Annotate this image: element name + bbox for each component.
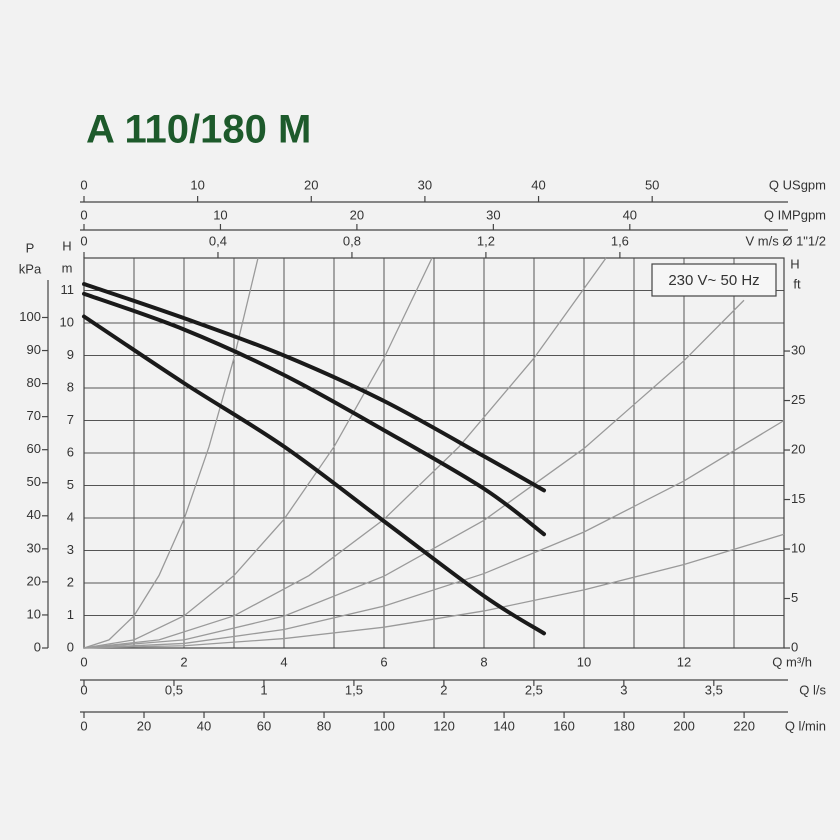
tick-label: 40 — [623, 207, 637, 222]
tick-label: 20 — [350, 207, 364, 222]
tick-label: 20 — [304, 177, 318, 192]
system-curve — [83, 419, 785, 649]
tick-label: 20 — [791, 441, 805, 456]
x-tick-label: 6 — [380, 654, 387, 669]
tick-label: 30 — [791, 342, 805, 357]
tick-label: 50 — [645, 177, 659, 192]
tick-label: 0 — [80, 207, 87, 222]
annotation: 230 V~ 50 Hz — [668, 272, 759, 289]
y-tick-label: 7 — [67, 412, 74, 427]
x-tick-label: 2 — [180, 654, 187, 669]
tick-label: 3 — [620, 682, 627, 697]
tick-label: 80 — [317, 718, 331, 733]
tick-label: 25 — [791, 392, 805, 407]
tick-label: 2 — [440, 682, 447, 697]
y-tick-label: 5 — [67, 477, 74, 492]
x-tick-label: 10 — [577, 654, 591, 669]
tick-label: 30 — [27, 540, 41, 555]
tick-label: 10 — [213, 207, 227, 222]
axis-symbol: H — [790, 256, 799, 271]
x-tick-label: 12 — [677, 654, 691, 669]
tick-label: 1 — [260, 682, 267, 697]
tick-label: 220 — [733, 718, 755, 733]
pump-curve — [82, 291, 546, 537]
tick-label: 20 — [27, 573, 41, 588]
system-curve — [83, 257, 259, 649]
y-tick-label: 6 — [67, 444, 74, 459]
tick-label: 2,5 — [525, 682, 543, 697]
y-tick-label: 10 — [60, 314, 74, 329]
tick-label: 0 — [80, 233, 87, 248]
tick-label: 40 — [197, 718, 211, 733]
system-curve — [83, 299, 745, 649]
tick-label: 10 — [27, 606, 41, 621]
y-tick-label: 0 — [67, 639, 74, 654]
tick-label: 0 — [80, 177, 87, 192]
axis-unit: kPa — [19, 261, 42, 276]
tick-label: 3,5 — [705, 682, 723, 697]
chart-title: A 110/180 M — [86, 108, 311, 152]
y-tick-label: 1 — [67, 607, 74, 622]
tick-label: 80 — [27, 375, 41, 390]
tick-label: 0,8 — [343, 233, 361, 248]
tick-label: 0,5 — [165, 682, 183, 697]
axis-label: Q USgpm — [769, 177, 826, 192]
tick-label: 180 — [613, 718, 635, 733]
axis-label: V m/s Ø 1"1/2 — [746, 233, 826, 248]
y-tick-label: 9 — [67, 347, 74, 362]
x-axis-label: Q m³/h — [772, 654, 812, 669]
tick-label: 60 — [27, 441, 41, 456]
tick-label: 140 — [493, 718, 515, 733]
tick-label: 1,2 — [477, 233, 495, 248]
tick-label: 0 — [80, 718, 87, 733]
tick-label: 1,5 — [345, 682, 363, 697]
axis-symbol: P — [26, 240, 35, 255]
tick-label: 200 — [673, 718, 695, 733]
tick-label: 120 — [433, 718, 455, 733]
tick-label: 10 — [190, 177, 204, 192]
y-tick-label: 2 — [67, 574, 74, 589]
tick-label: 70 — [27, 408, 41, 423]
tick-label: 1,6 — [611, 233, 629, 248]
tick-label: 90 — [27, 342, 41, 357]
axis-label: Q l/s — [799, 682, 826, 697]
axis-unit: ft — [793, 276, 801, 291]
tick-label: 0 — [791, 639, 798, 654]
tick-label: 60 — [257, 718, 271, 733]
system-curve — [83, 257, 607, 649]
plot-frame — [83, 257, 785, 649]
x-tick-label: 4 — [280, 654, 287, 669]
y-axis-unit: m — [62, 260, 73, 275]
y-tick-label: 3 — [67, 542, 74, 557]
tick-label: 5 — [791, 590, 798, 605]
tick-label: 50 — [27, 474, 41, 489]
x-tick-label: 8 — [480, 654, 487, 669]
tick-label: 30 — [418, 177, 432, 192]
y-tick-label: 8 — [67, 379, 74, 394]
tick-label: 40 — [27, 507, 41, 522]
x-tick-label: 0 — [80, 654, 87, 669]
tick-label: 100 — [19, 309, 41, 324]
system-curve — [83, 257, 433, 649]
y-axis-symbol: H — [62, 238, 71, 253]
axis-label: Q IMPgpm — [764, 207, 826, 222]
pump-curve — [82, 314, 546, 636]
tick-label: 0,4 — [209, 233, 227, 248]
y-tick-label: 11 — [61, 282, 75, 297]
pump-curve — [82, 282, 546, 493]
tick-label: 30 — [486, 207, 500, 222]
tick-label: 0 — [34, 639, 41, 654]
tick-label: 15 — [791, 491, 805, 506]
tick-label: 160 — [553, 718, 575, 733]
tick-label: 20 — [137, 718, 151, 733]
tick-label: 40 — [531, 177, 545, 192]
y-tick-label: 4 — [67, 509, 74, 524]
tick-label: 10 — [791, 540, 805, 555]
tick-label: 100 — [373, 718, 395, 733]
annotation-box — [651, 263, 777, 297]
axis-label: Q l/min — [785, 718, 826, 733]
tick-label: 0 — [80, 682, 87, 697]
system-curve — [83, 533, 785, 649]
